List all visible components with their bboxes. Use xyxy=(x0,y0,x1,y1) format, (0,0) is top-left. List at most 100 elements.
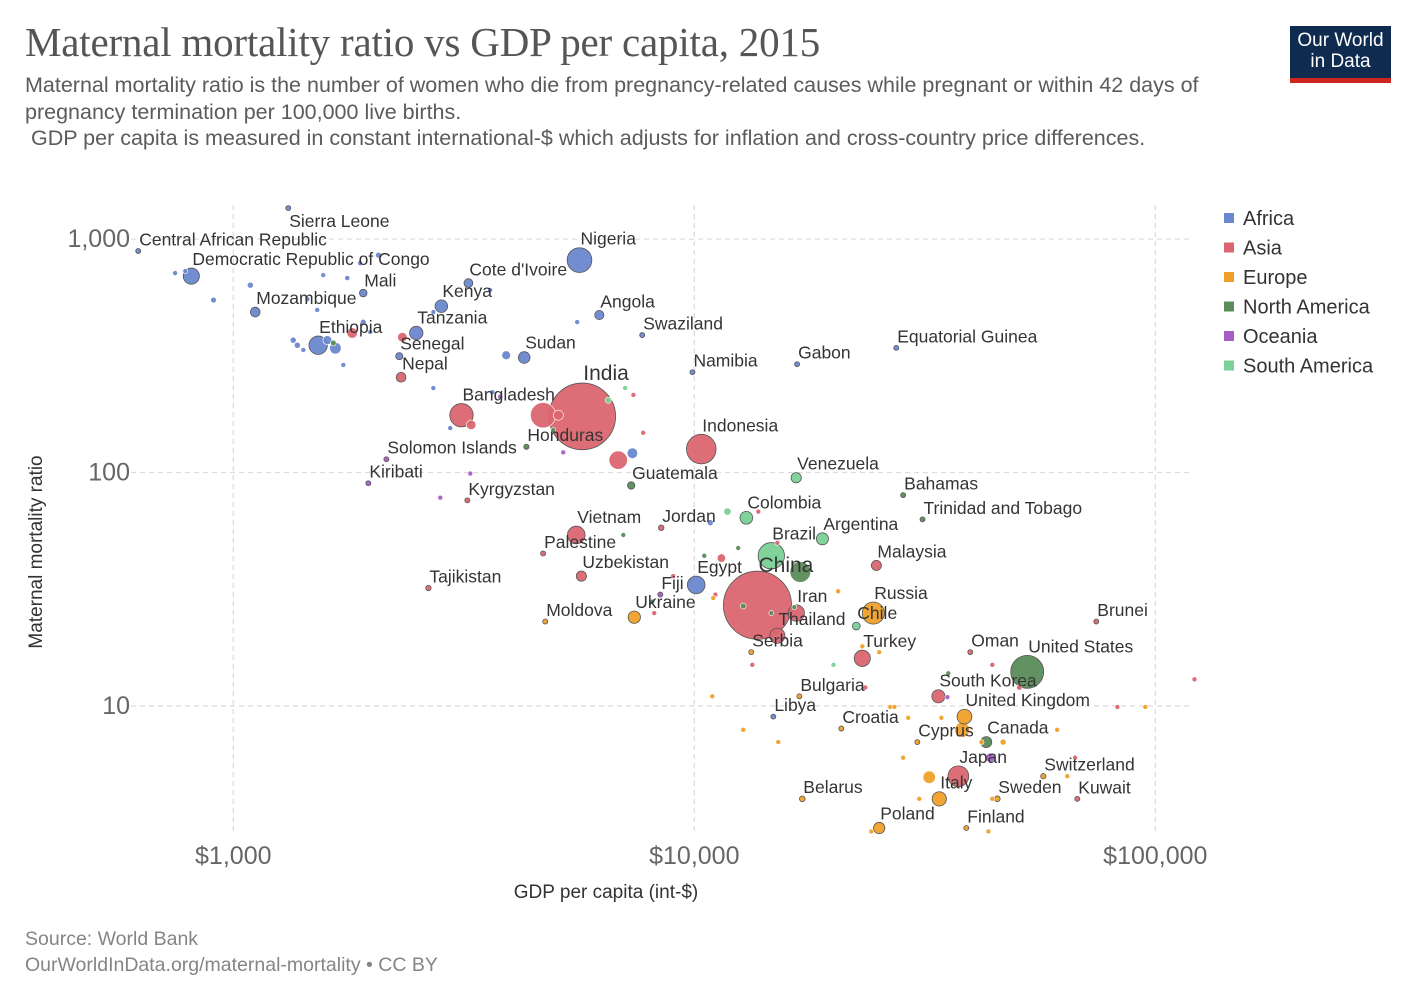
data-point[interactable] xyxy=(246,281,254,289)
data-point[interactable] xyxy=(791,604,798,610)
data-point[interactable] xyxy=(862,684,869,691)
data-point[interactable] xyxy=(640,429,646,436)
legend-swatch[interactable] xyxy=(1224,242,1234,253)
data-point[interactable] xyxy=(900,492,907,499)
data-point[interactable] xyxy=(657,591,664,598)
data-point[interactable] xyxy=(749,662,756,668)
data-point[interactable] xyxy=(1016,684,1023,691)
data-point[interactable] xyxy=(430,309,437,315)
data-point[interactable] xyxy=(409,325,424,341)
data-point[interactable] xyxy=(1114,704,1121,710)
data-point[interactable] xyxy=(630,392,637,398)
data-point[interactable] xyxy=(575,570,587,582)
data-point[interactable] xyxy=(182,268,189,274)
data-point[interactable] xyxy=(360,318,367,326)
data-point[interactable] xyxy=(649,598,656,605)
data-point[interactable] xyxy=(540,550,546,557)
data-point[interactable] xyxy=(1040,773,1047,780)
data-point[interactable] xyxy=(447,425,454,431)
data-point[interactable] xyxy=(947,765,970,787)
data-point[interactable] xyxy=(375,251,382,259)
legend-item[interactable]: Oceania xyxy=(1243,326,1318,348)
data-point[interactable] xyxy=(905,714,912,721)
legend-item[interactable]: Europe xyxy=(1243,267,1308,289)
data-point[interactable] xyxy=(985,828,992,835)
data-point[interactable] xyxy=(893,344,900,351)
data-point[interactable] xyxy=(627,481,636,490)
data-point[interactable] xyxy=(774,539,781,546)
data-point[interactable] xyxy=(346,327,358,339)
data-point[interactable] xyxy=(922,770,936,784)
data-point[interactable] xyxy=(395,352,404,361)
data-point[interactable] xyxy=(768,610,775,616)
data-point[interactable] xyxy=(135,248,142,254)
legend-item[interactable]: Asia xyxy=(1243,238,1283,260)
data-point[interactable] xyxy=(985,752,996,763)
data-point[interactable] xyxy=(464,497,471,504)
data-point[interactable] xyxy=(891,704,898,710)
data-point[interactable] xyxy=(686,575,706,595)
data-point[interactable] xyxy=(723,507,732,516)
data-point[interactable] xyxy=(757,542,785,570)
data-point[interactable] xyxy=(868,828,875,835)
data-point[interactable] xyxy=(627,610,641,624)
data-point[interactable] xyxy=(686,433,717,465)
data-point[interactable] xyxy=(517,351,531,364)
data-point[interactable] xyxy=(395,371,407,383)
data-point[interactable] xyxy=(574,319,580,325)
legend-item[interactable]: South America xyxy=(1243,356,1374,378)
data-point[interactable] xyxy=(876,649,882,655)
data-point[interactable] xyxy=(383,456,390,463)
data-point[interactable] xyxy=(320,272,327,278)
data-point[interactable] xyxy=(740,727,747,733)
legend[interactable]: Africa Asia Europe North America Oceania Sout… xyxy=(1224,208,1374,378)
data-point[interactable] xyxy=(716,553,726,563)
data-point[interactable] xyxy=(701,552,708,559)
data-point[interactable] xyxy=(658,524,665,531)
data-point[interactable] xyxy=(489,389,496,395)
data-point[interactable] xyxy=(293,341,301,349)
legend-item[interactable]: Africa xyxy=(1243,208,1295,230)
data-point[interactable] xyxy=(314,307,321,313)
data-point[interactable] xyxy=(359,288,368,298)
data-point[interactable] xyxy=(330,339,337,347)
data-point[interactable] xyxy=(1064,773,1071,780)
data-point[interactable] xyxy=(769,627,786,644)
data-point[interactable] xyxy=(249,306,261,318)
data-point[interactable] xyxy=(620,532,627,538)
data-point[interactable] xyxy=(285,205,292,211)
data-point[interactable] xyxy=(794,361,800,368)
data-point[interactable] xyxy=(560,449,567,456)
data-point[interactable] xyxy=(567,525,586,545)
data-point[interactable] xyxy=(963,825,970,831)
data-point[interactable] xyxy=(1191,676,1198,683)
data-point[interactable] xyxy=(210,296,217,304)
data-point[interactable] xyxy=(775,739,782,745)
data-point[interactable] xyxy=(626,447,638,459)
data-point[interactable] xyxy=(999,738,1007,746)
data-point[interactable] xyxy=(449,403,474,428)
data-point[interactable] xyxy=(689,369,696,376)
data-point[interactable] xyxy=(723,570,792,640)
data-point[interactable] xyxy=(463,278,474,288)
data-point[interactable] xyxy=(1054,727,1060,733)
data-point[interactable] xyxy=(300,347,307,353)
data-point[interactable] xyxy=(566,247,593,273)
legend-swatch[interactable] xyxy=(1224,213,1234,223)
data-point[interactable] xyxy=(755,508,762,515)
legend-swatch[interactable] xyxy=(1224,331,1234,341)
data-point[interactable] xyxy=(622,385,628,391)
data-point[interactable] xyxy=(789,561,811,583)
data-point[interactable] xyxy=(604,396,612,404)
data-point[interactable] xyxy=(748,649,755,656)
data-point[interactable] xyxy=(172,270,178,276)
data-point[interactable] xyxy=(799,795,806,803)
data-point[interactable] xyxy=(956,708,973,725)
data-point[interactable] xyxy=(706,519,714,526)
data-point[interactable] xyxy=(608,450,628,470)
data-point[interactable] xyxy=(919,516,926,523)
data-point[interactable] xyxy=(790,472,802,484)
data-point[interactable] xyxy=(552,409,564,421)
data-point[interactable] xyxy=(710,595,717,601)
data-point[interactable] xyxy=(651,610,657,616)
